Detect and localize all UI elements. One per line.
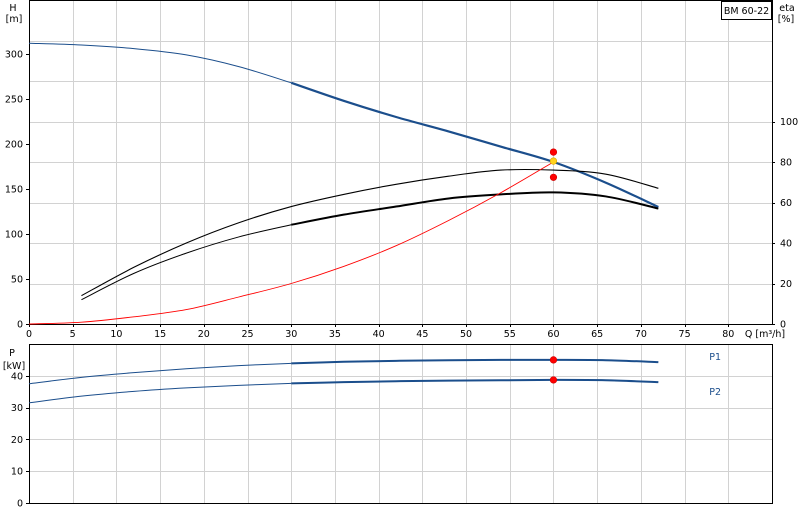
- power-point-marker: [549, 376, 558, 384]
- y-tick-label-right: 100: [780, 117, 798, 128]
- y-axis-label-power: P: [9, 348, 15, 359]
- y-tick-label-left: 200: [5, 140, 23, 151]
- y-axis-unit-left: [m]: [6, 14, 23, 25]
- y-axis-label-right: eta: [779, 3, 794, 14]
- y-tick-label-power: 30: [11, 403, 23, 414]
- y-tick-label-left: 250: [5, 95, 23, 106]
- y-tick-label-left: 300: [5, 50, 23, 61]
- power-curve-p2-partload: [28, 382, 292, 404]
- efficiency-curve-2-partload: [81, 224, 292, 301]
- x-tick-label: 0: [26, 329, 32, 340]
- head-curve: [290, 81, 659, 208]
- x-axis-label: Q [m³/h]: [745, 329, 785, 340]
- x-tick-label: 55: [504, 329, 516, 340]
- x-tick-label: 15: [154, 329, 166, 340]
- y-tick-label-right: 80: [780, 158, 792, 169]
- x-tick-label: 65: [591, 329, 603, 340]
- y-tick-label-right: 0: [780, 320, 786, 331]
- x-tick-label: 80: [722, 329, 734, 340]
- y-tick-label-power: 20: [11, 435, 23, 446]
- x-tick-label: 40: [373, 329, 385, 340]
- duty-point-marker: [549, 148, 558, 156]
- series-label-p2: P2: [709, 387, 721, 398]
- y-tick-label-power: 0: [17, 499, 23, 510]
- x-tick-label: 20: [198, 329, 210, 340]
- y-axis-label-left: H: [9, 3, 16, 14]
- head-curve-partload: [28, 42, 292, 84]
- efficiency-curve: [81, 168, 659, 297]
- y-tick-label-right: 60: [780, 198, 792, 209]
- x-tick-label: 50: [460, 329, 472, 340]
- system-curve: [28, 161, 554, 325]
- y-tick-label-left: 100: [5, 230, 23, 241]
- efficiency-curve-2: [291, 191, 659, 226]
- duty-point-marker: [549, 157, 558, 165]
- plot-frame-bottom: [29, 344, 773, 504]
- x-tick-label: 30: [285, 329, 297, 340]
- y-tick-label-left: 50: [11, 275, 23, 286]
- y-axis-unit-power: [kW]: [3, 361, 25, 372]
- series-label-p1: P1: [709, 352, 721, 363]
- y-axis-unit-right: [%]: [778, 14, 794, 25]
- x-tick-label: 75: [679, 329, 691, 340]
- x-tick-label: 25: [241, 329, 253, 340]
- power-curve-p1: [291, 358, 659, 365]
- y-tick-label-power: 10: [11, 467, 23, 478]
- y-tick-label-left: 150: [5, 185, 23, 196]
- chart-title: BM 60-22: [724, 6, 769, 17]
- x-tick-label: 10: [110, 329, 122, 340]
- y-tick-label-left: 0: [17, 320, 23, 331]
- x-tick-label: 60: [547, 329, 559, 340]
- duty-point-marker: [549, 173, 558, 181]
- power-curve-p2: [291, 378, 659, 385]
- power-curve-p1-partload: [28, 362, 292, 385]
- power-point-marker: [549, 356, 558, 364]
- y-tick-label-right: 20: [780, 279, 792, 290]
- x-tick-label: 35: [329, 329, 341, 340]
- title-box: [721, 1, 772, 20]
- x-tick-label: 45: [416, 329, 428, 340]
- x-tick-label: 5: [70, 329, 76, 340]
- y-tick-label-power: 40: [11, 371, 23, 382]
- y-tick-label-right: 40: [780, 239, 792, 250]
- x-tick-label: 70: [635, 329, 647, 340]
